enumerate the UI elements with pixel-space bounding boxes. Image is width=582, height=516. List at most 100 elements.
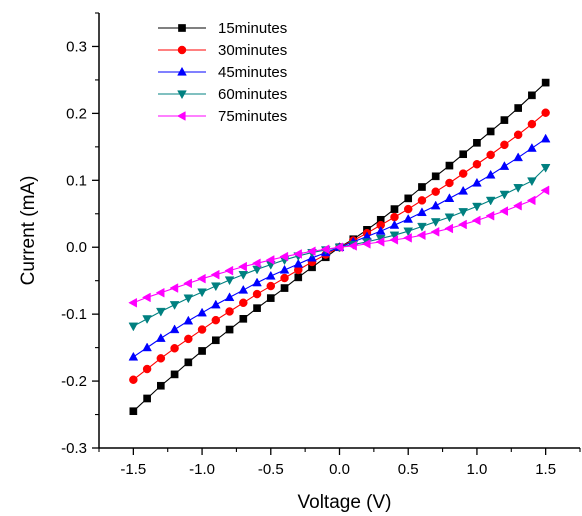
data-point [458,219,467,230]
data-point [403,204,413,214]
data-point [170,344,179,353]
data-point [211,315,221,325]
data-point [513,130,523,140]
data-point [293,249,302,259]
data-point [444,193,455,202]
data-point [129,407,138,416]
data-point [169,301,180,310]
legend-marker [177,90,187,100]
data-point [473,139,481,147]
legend-marker [178,24,186,32]
data-point [430,227,440,237]
data-point [197,325,207,334]
data-point [253,304,261,312]
data-point [224,276,235,286]
y-tick-label: -0.1 [61,306,87,323]
data-point [239,315,248,323]
data-point [238,261,247,272]
x-tick-label: -0.5 [258,461,284,478]
data-point [445,161,454,170]
legend-item: 75minutes [158,108,287,125]
data-point [169,283,179,293]
data-point [499,190,510,200]
data-point [129,375,138,384]
data-point [541,108,550,117]
x-axis-ticks: -1.5 -1.0 -0.5 0.0 0.5 1.0 1.5 [98,448,581,478]
data-point [528,91,536,100]
data-point [238,271,249,280]
data-point [526,195,536,206]
data-point [225,325,234,334]
data-point [500,140,509,150]
legend-item: 30minutes [158,42,287,59]
data-point [375,237,385,247]
data-point [499,206,509,216]
data-point [472,160,482,169]
data-point [389,220,400,229]
data-point [169,324,180,334]
data-point [239,298,248,308]
legend-item: 60minutes [158,86,287,103]
data-point [375,226,386,235]
data-point [184,358,193,367]
data-point [320,244,330,255]
data-point [540,133,551,143]
data-point [128,322,139,332]
data-point [225,307,234,316]
data-point [417,207,427,217]
data-point [486,150,495,160]
data-point [252,289,262,299]
data-point [197,288,207,298]
x-axis-title: Voltage (V) [298,492,392,513]
data-point [513,184,523,193]
y-axis-ticks: -0.3 -0.2 -0.1 0.0 0.1 0.2 0.3 [61,12,99,457]
data-point [306,246,316,257]
data-point [279,251,289,262]
data-point [459,150,468,159]
data-point [499,161,510,170]
data-point [486,127,495,136]
data-point [527,119,537,129]
data-point [252,277,262,287]
legend: 15minutes 30minutes 45minutes 60minutes 75mi… [158,20,287,125]
y-tick-label: 0.2 [66,105,87,122]
data-point [403,227,414,237]
data-point [361,239,371,249]
data-point [527,177,537,187]
data-point [390,212,399,222]
data-point [196,273,206,284]
data-point [184,334,193,344]
data-point [156,333,166,342]
data-point [485,210,495,221]
data-point [183,278,192,289]
data-point [294,273,303,282]
data-point [280,284,289,292]
data-point [445,178,454,188]
y-tick-label: 0.3 [66,38,87,55]
legend-item: 45minutes [158,64,287,81]
data-point [266,281,276,291]
data-point [458,169,468,178]
legend-label: 60minutes [218,86,287,103]
x-tick-label: 0.0 [329,461,350,478]
y-tick-label: -0.3 [61,440,87,457]
data-point [142,342,152,352]
data-point [444,213,455,223]
x-tick-label: 1.5 [535,461,556,478]
data-point [141,292,151,303]
data-point [142,364,152,374]
data-point [143,394,151,403]
data-point [403,233,412,243]
data-point [513,152,523,162]
series-75minutes [128,185,550,308]
data-point [431,187,440,196]
x-tick-label: -1.5 [120,461,146,478]
data-point [485,169,496,179]
series-layer [128,78,551,416]
x-tick-label: 1.0 [466,461,487,478]
data-point [279,264,290,274]
data-point [170,370,179,379]
legend-marker [177,66,187,76]
data-point [156,354,166,363]
